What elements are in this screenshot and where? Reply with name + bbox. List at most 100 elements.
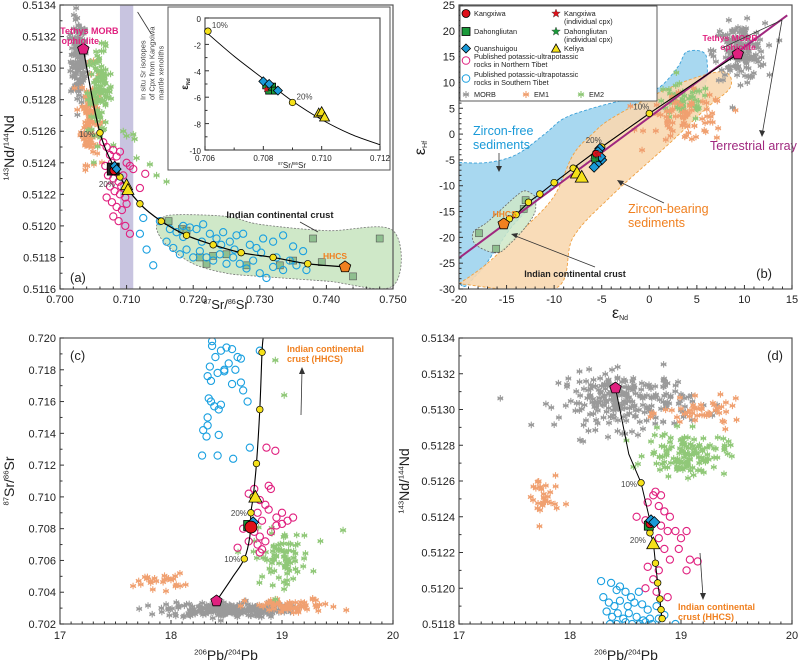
panel-c-plot: 10% 20%	[129, 338, 350, 624]
em2-point	[285, 547, 292, 554]
morb-point	[736, 43, 743, 51]
south-tibet-point	[615, 582, 625, 591]
axis-title-part: Nd	[619, 315, 628, 322]
north-tibet-point	[262, 443, 271, 452]
morb-point	[671, 419, 678, 427]
axis-title-part: 87	[1, 497, 10, 506]
north-tibet-point	[654, 501, 663, 511]
axis-title-part: Nd	[1, 115, 17, 133]
south-tibet-point	[203, 371, 212, 381]
em2-point	[294, 568, 301, 576]
label-line: of Cpx from Kangxiwa	[147, 26, 156, 100]
mixing-percent-label: 10%	[633, 102, 649, 111]
em1-point	[553, 504, 560, 512]
crust-sample-square	[492, 244, 500, 253]
south-tibet-point	[610, 601, 619, 611]
em1-point	[706, 91, 713, 99]
morb-point	[682, 408, 689, 416]
morb-point	[743, 64, 750, 71]
em2-point	[684, 449, 691, 457]
em1-point	[137, 581, 144, 588]
em1-point	[279, 603, 287, 611]
morb-point	[497, 395, 504, 402]
legend-label: Published potassic-ultrapotassic rocks in…	[474, 52, 579, 69]
morb-point	[589, 399, 596, 406]
legend-symbol-square	[461, 27, 471, 36]
morb-point	[636, 418, 643, 426]
em2-point	[91, 114, 98, 121]
morb-point	[247, 612, 255, 620]
terrestrial-array-label: Terrestrial array	[710, 139, 798, 153]
em1-point	[71, 84, 78, 92]
em1-point	[688, 99, 695, 106]
label-line: sediments	[628, 216, 685, 230]
label-line: Dahongliutan	[474, 27, 517, 36]
em2-point	[281, 531, 288, 539]
south-tibet-point	[135, 229, 145, 238]
morb-point	[602, 382, 609, 390]
em2-point	[97, 98, 104, 105]
y-tick-label: -30	[439, 284, 455, 296]
y-tick-label: 0.5118	[422, 619, 455, 631]
y-tick-label: 0.708	[28, 524, 56, 536]
em2-point	[250, 548, 257, 555]
annotation-arrow	[299, 221, 319, 233]
morb-point	[580, 385, 588, 393]
em1-point	[173, 581, 180, 588]
morb-point	[728, 35, 735, 43]
em1-point	[691, 404, 698, 412]
morb-point	[729, 36, 736, 44]
south-tibet-point	[199, 426, 208, 435]
em1-point	[77, 129, 85, 136]
em2-point	[273, 545, 280, 553]
y-tick-label: 15	[443, 52, 455, 64]
em2-point	[272, 595, 279, 603]
em2-point	[696, 87, 703, 95]
morb-point	[197, 606, 205, 613]
morb-point	[677, 391, 685, 398]
em1-point	[697, 401, 705, 409]
morb-point	[713, 401, 721, 409]
em2-point	[92, 77, 99, 85]
morb-point	[605, 419, 613, 427]
south-tibet-point	[624, 609, 633, 618]
morb-point	[70, 11, 78, 19]
south-tibet-point	[643, 605, 652, 614]
em1-point	[676, 394, 684, 401]
y-tick-label: 10	[443, 77, 455, 89]
em2-point	[728, 452, 735, 460]
morb-point	[181, 602, 188, 610]
em2-point	[673, 69, 680, 76]
em1-point	[80, 106, 88, 113]
south-tibet-point	[189, 253, 198, 262]
label-line: crust (HHCS)	[678, 612, 734, 622]
em2-point	[263, 557, 270, 564]
morb-point	[72, 58, 79, 65]
mixing-model-point	[252, 459, 261, 468]
em2-point	[98, 109, 105, 116]
em2-point	[98, 39, 105, 47]
south-tibet-point	[213, 368, 222, 378]
morb-point	[249, 602, 256, 610]
em2-point	[695, 443, 702, 451]
em2-point	[123, 132, 130, 140]
morb-point	[548, 404, 555, 411]
axis-title-part: 86	[293, 161, 298, 166]
em1-point	[657, 111, 664, 119]
morb-point	[577, 392, 584, 399]
em1-point	[718, 403, 725, 411]
em2-point	[650, 450, 657, 458]
em2-point	[697, 457, 705, 464]
em1-point	[312, 596, 320, 604]
morb-point	[734, 40, 742, 47]
em1-point	[703, 106, 710, 113]
morb-point	[71, 60, 78, 68]
annotation-arrow	[137, 11, 152, 35]
mixing-model-point	[209, 241, 217, 249]
em2-point	[267, 568, 275, 576]
south-tibet-point	[596, 576, 606, 586]
em1-point	[699, 98, 706, 105]
morb-point	[672, 382, 679, 389]
legend-label: Quanshuigou	[474, 44, 517, 53]
morb-point	[75, 22, 82, 29]
